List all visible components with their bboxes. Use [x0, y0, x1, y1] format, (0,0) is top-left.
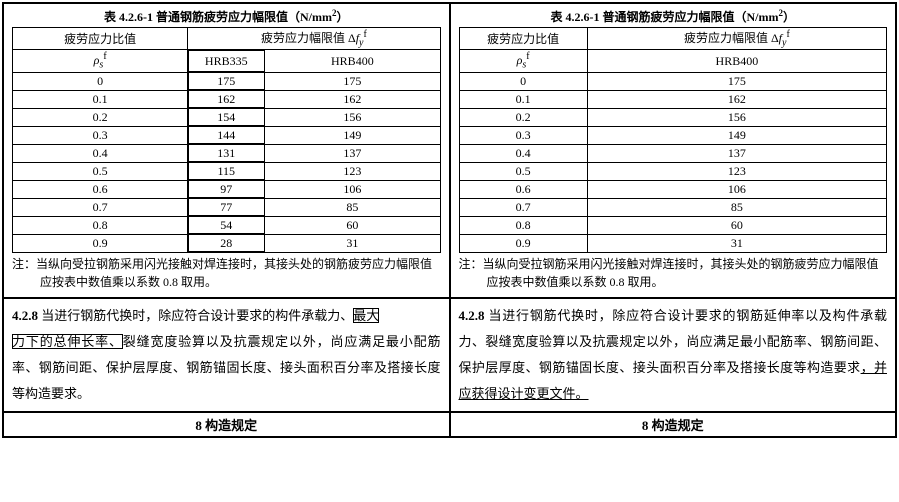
cell-ratio: 0.7 — [13, 198, 188, 216]
cell-hrb400: 137 — [265, 144, 440, 162]
table-row: 0.2156 — [459, 108, 887, 126]
cell-ratio: 0.1 — [459, 90, 587, 108]
cell-ratio: 0 — [459, 72, 587, 90]
table-row: 0.6106 — [459, 180, 887, 198]
table-row: 0.1162 — [459, 90, 887, 108]
cell-ratio: 0.8 — [13, 216, 188, 234]
cell-hrb400: 123 — [587, 162, 886, 180]
left-para: 4.2.8 当进行钢筋代换时，除应符合设计要求的构件承载力、最大力下的总伸长率、… — [12, 303, 441, 407]
left-para-cell: 4.2.8 当进行钢筋代换时，除应符合设计要求的构件承载力、最大力下的总伸长率、… — [3, 298, 450, 412]
cell-ratio: 0.4 — [13, 144, 188, 162]
cell-ratio: 0.3 — [459, 126, 587, 144]
table-row: 0175175 — [13, 72, 441, 90]
cell-hrb335: 131 — [188, 144, 265, 162]
table-row: 0.5115123 — [13, 162, 441, 180]
cell-hrb400: 162 — [265, 90, 440, 108]
cell-ratio: 0.6 — [13, 180, 188, 198]
cell-ratio: 0.5 — [13, 162, 188, 180]
right-table-title: 表 4.2.6-1 普通钢筋疲劳应力幅限值（N/mm2） — [459, 8, 888, 25]
table-row: 0.3144149 — [13, 126, 441, 144]
left-table-title: 表 4.2.6-1 普通钢筋疲劳应力幅限值（N/mm2） — [12, 8, 441, 25]
left-section-title: 8 构造规定 — [3, 412, 450, 437]
right-table: 疲劳应力比值 疲劳应力幅限值 Δfyf ρsf HRB400 01750.116… — [459, 27, 888, 253]
table-row: 0175 — [459, 72, 887, 90]
table-row: 0.697106 — [13, 180, 441, 198]
cell-ratio: 0.9 — [459, 234, 587, 252]
hdr-limit-r: 疲劳应力幅限值 Δfyf — [587, 28, 886, 50]
cell-hrb400: 137 — [587, 144, 886, 162]
box-text-2: 力下的总伸长率、 — [12, 334, 123, 349]
cell-ratio: 0.6 — [459, 180, 587, 198]
cell-hrb400: 106 — [587, 180, 886, 198]
cell-hrb335: 54 — [188, 216, 265, 234]
right-table-cell: 表 4.2.6-1 普通钢筋疲劳应力幅限值（N/mm2） 疲劳应力比值 疲劳应力… — [450, 3, 897, 298]
hdr-col1: HRB335 — [188, 50, 265, 72]
right-note: 注：当纵向受拉钢筋采用闪光接触对焊连接时，其接头处的钢筋疲劳应力幅限值应按表中数… — [459, 253, 888, 293]
cell-hrb400: 85 — [265, 198, 440, 216]
table-row: 0.85460 — [13, 216, 441, 234]
cell-hrb400: 175 — [265, 72, 440, 90]
cell-ratio: 0.2 — [459, 108, 587, 126]
cell-hrb400: 31 — [587, 234, 886, 252]
hdr-col1-r: HRB400 — [587, 50, 886, 72]
right-para-cell: 4.2.8 当进行钢筋代换时，除应符合设计要求的钢筋延伸率以及构件承载力、裂缝宽… — [450, 298, 897, 412]
cell-ratio: 0.5 — [459, 162, 587, 180]
cell-hrb400: 106 — [265, 180, 440, 198]
cell-hrb400: 175 — [587, 72, 886, 90]
table-row: 0.785 — [459, 198, 887, 216]
cell-hrb335: 115 — [188, 162, 265, 180]
cell-hrb335: 154 — [188, 108, 265, 126]
box-text-1: 最大 — [353, 308, 379, 323]
cell-hrb400: 60 — [587, 216, 886, 234]
cell-hrb400: 85 — [587, 198, 886, 216]
table-row: 0.92831 — [13, 234, 441, 252]
cell-ratio: 0.2 — [13, 108, 188, 126]
table-row: 0.931 — [459, 234, 887, 252]
cell-hrb400: 60 — [265, 216, 440, 234]
cell-hrb400: 31 — [265, 234, 440, 252]
table-row: 0.1162162 — [13, 90, 441, 108]
cell-ratio: 0.7 — [459, 198, 587, 216]
right-section-title: 8 构造规定 — [450, 412, 897, 437]
cell-hrb400: 156 — [587, 108, 886, 126]
right-para: 4.2.8 当进行钢筋代换时，除应符合设计要求的钢筋延伸率以及构件承载力、裂缝宽… — [459, 303, 888, 407]
left-table: 疲劳应力比值 疲劳应力幅限值 Δfyf ρsf HRB335 HRB400 01… — [12, 27, 441, 253]
cell-ratio: 0.9 — [13, 234, 188, 252]
table-row: 0.5123 — [459, 162, 887, 180]
hdr-symbol: ρsf — [13, 50, 188, 72]
cell-ratio: 0.4 — [459, 144, 587, 162]
hdr-ratio: 疲劳应力比值 — [13, 28, 188, 50]
cell-ratio: 0.1 — [13, 90, 188, 108]
cell-ratio: 0.3 — [13, 126, 188, 144]
cell-hrb335: 175 — [188, 72, 265, 90]
left-table-cell: 表 4.2.6-1 普通钢筋疲劳应力幅限值（N/mm2） 疲劳应力比值 疲劳应力… — [3, 3, 450, 298]
cell-hrb400: 149 — [265, 126, 440, 144]
table-row: 0.860 — [459, 216, 887, 234]
hdr-symbol-r: ρsf — [459, 50, 587, 72]
cell-hrb335: 28 — [188, 234, 265, 252]
left-note: 注：当纵向受拉钢筋采用闪光接触对焊连接时，其接头处的钢筋疲劳应力幅限值应按表中数… — [12, 253, 441, 293]
cell-hrb335: 162 — [188, 90, 265, 108]
cell-hrb400: 123 — [265, 162, 440, 180]
hdr-col2: HRB400 — [265, 50, 440, 72]
table-row: 0.77785 — [13, 198, 441, 216]
hdr-limit: 疲劳应力幅限值 Δfyf — [188, 28, 440, 50]
table-row: 0.3149 — [459, 126, 887, 144]
cell-hrb335: 144 — [188, 126, 265, 144]
cell-hrb335: 77 — [188, 198, 265, 216]
table-row: 0.4137 — [459, 144, 887, 162]
hdr-ratio-r: 疲劳应力比值 — [459, 28, 587, 50]
table-row: 0.4131137 — [13, 144, 441, 162]
cell-ratio: 0.8 — [459, 216, 587, 234]
cell-hrb400: 149 — [587, 126, 886, 144]
table-row: 0.2154156 — [13, 108, 441, 126]
cell-ratio: 0 — [13, 72, 188, 90]
cell-hrb335: 97 — [188, 180, 265, 198]
cell-hrb400: 156 — [265, 108, 440, 126]
cell-hrb400: 162 — [587, 90, 886, 108]
